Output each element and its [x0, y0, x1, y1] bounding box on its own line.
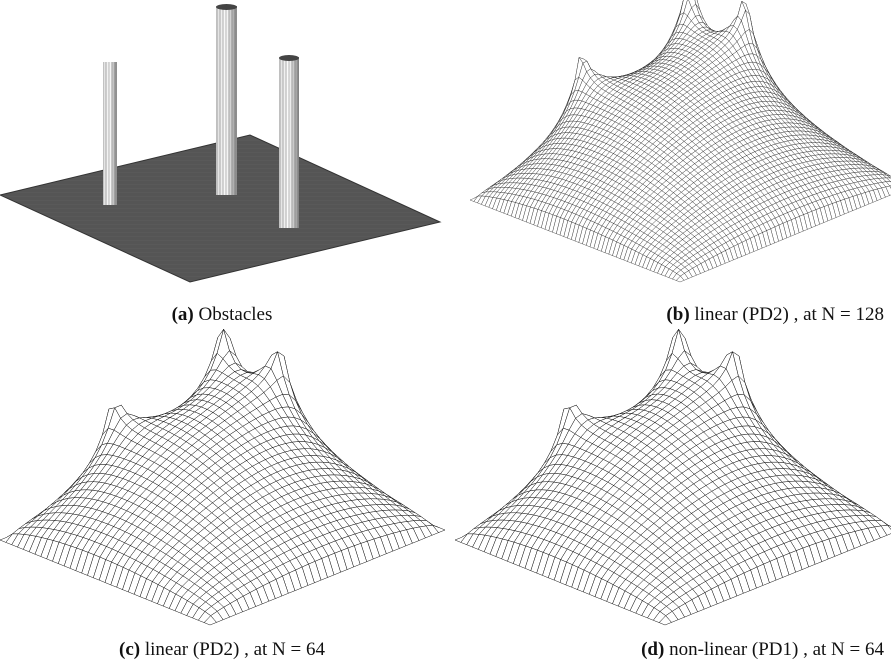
pillar — [103, 62, 117, 205]
pillar — [279, 55, 299, 228]
pillar — [216, 4, 237, 195]
panel-obstacles — [0, 4, 440, 282]
surface-mesh — [0, 329, 445, 625]
figure: (a) Obstacles (b) linear (PD2) , at N = … — [0, 0, 891, 663]
surface-mesh — [470, 0, 891, 282]
surface-mesh — [455, 329, 891, 625]
